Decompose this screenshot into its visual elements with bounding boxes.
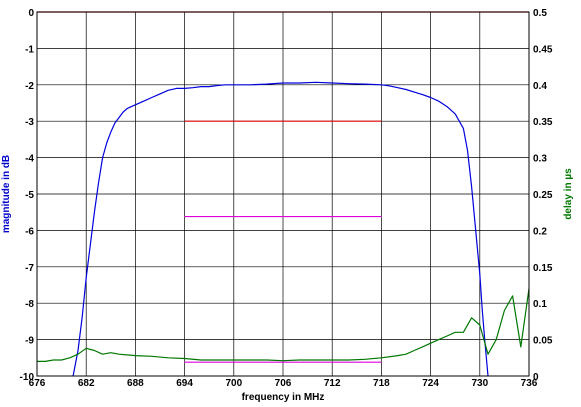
plot-frame	[36, 11, 530, 377]
magnitude-series-line	[72, 81, 489, 377]
x-axis-label: frequency in MHz	[242, 392, 325, 403]
left-tick-label: 0	[28, 8, 34, 19]
left-tick-label: -6	[25, 226, 34, 237]
left-tick-label: -5	[25, 190, 34, 201]
x-tick-label: 676	[29, 378, 46, 389]
left-axis-label: magnitude in dB	[1, 155, 12, 233]
x-tick-label: 682	[78, 378, 95, 389]
delay-series-line	[37, 288, 530, 362]
right-tick-label: 0.5	[533, 8, 547, 19]
data-series	[37, 81, 530, 377]
x-tick-label: 730	[471, 378, 488, 389]
right-tick-label: 0.1	[533, 299, 547, 310]
right-tick-label: 0.15	[533, 263, 553, 274]
right-tick-label: 0.35	[533, 117, 553, 128]
right-tick-label: 0.45	[533, 44, 553, 55]
right-tick-label: 0.05	[533, 336, 553, 347]
right-tick-label: 0.3	[533, 154, 547, 165]
left-tick-label: -4	[25, 154, 34, 165]
x-tick-label: 688	[127, 378, 144, 389]
grid	[37, 12, 529, 376]
left-tick-label: -2	[25, 81, 34, 92]
left-tick-label: -7	[25, 263, 34, 274]
left-tick-label: -9	[25, 336, 34, 347]
x-tick-labels: 676 682 688 694 700 706 712 718 724 730 736	[29, 378, 538, 389]
right-axis-label: delay in µs	[563, 168, 574, 220]
x-tick-label: 712	[324, 378, 341, 389]
left-tick-label: -1	[25, 44, 34, 55]
left-tick-label: -8	[25, 299, 34, 310]
x-tick-label: 694	[176, 378, 193, 389]
x-tick-label: 706	[275, 378, 292, 389]
x-tick-label: 718	[373, 378, 390, 389]
right-tick-label: 0.25	[533, 190, 553, 201]
x-tick-label: 736	[521, 378, 538, 389]
left-tick-label: -10	[20, 372, 35, 383]
x-tick-label: 700	[225, 378, 242, 389]
right-tick-label: 0	[533, 372, 539, 383]
x-tick-label: 724	[422, 378, 439, 389]
left-tick-label: -3	[25, 117, 34, 128]
right-tick-label: 0.4	[533, 81, 547, 92]
right-tick-labels: 0.5 0.45 0.4 0.35 0.3 0.25 0.2 0.15 0.1 0.05 0	[533, 8, 553, 383]
left-tick-labels: 0 -1 -2 -3 -4 -5 -6 -7 -8 -9 -10	[20, 8, 35, 383]
right-tick-label: 0.2	[533, 226, 547, 237]
